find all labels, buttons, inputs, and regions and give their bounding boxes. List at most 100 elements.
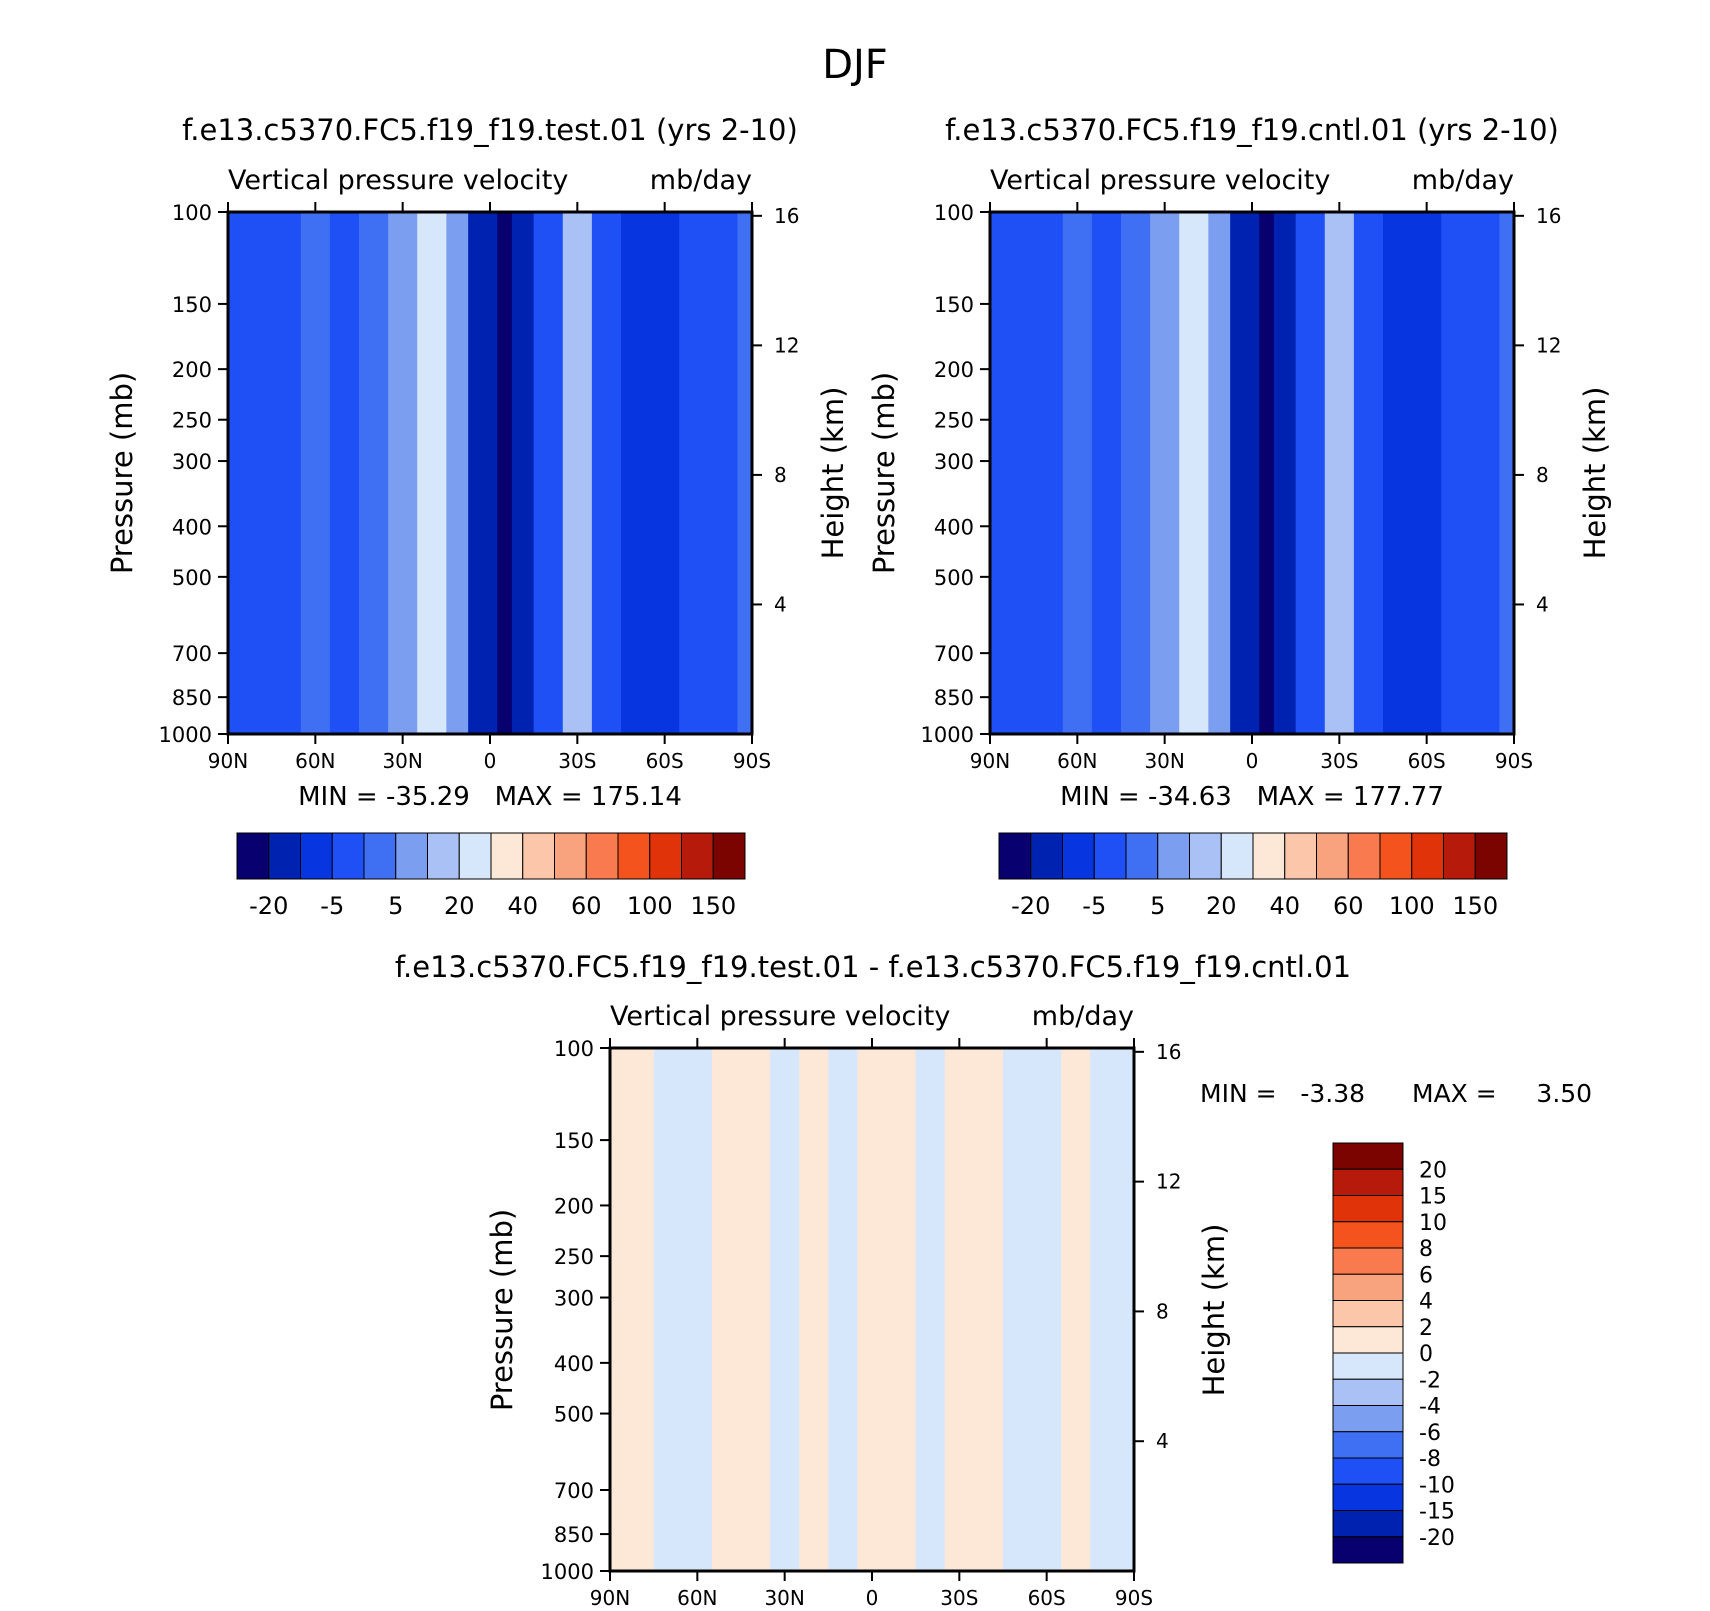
field-band [1353,212,1384,734]
pressure-tick-label: 100 [172,201,212,225]
panel-diff-stats-min: MIN = -3.38 [1200,1079,1365,1108]
field-band [242,212,273,734]
pressure-tick-label: 700 [554,1479,594,1503]
latitude-tick-label: 90N [970,749,1010,773]
latitude-tick-label: 90S [733,749,771,773]
panel-test-y2label: Height (km) [816,387,850,560]
panel-cntl-ylabel: Pressure (mb) [867,372,901,574]
colorbar-swatch [1347,832,1381,880]
height-tick-label: 4 [1536,592,1549,616]
panel-test-stats: MIN = -35.29 MAX = 175.14 [298,782,682,812]
height-tick-label: 4 [1156,1429,1169,1453]
panel-cntl-latitude-axis: 90N 60N 30N 0 30S 60S 90S [970,202,1533,773]
latitude-tick-label: 90N [590,1586,630,1610]
field-band [1499,212,1515,734]
colorbar-swatch [1332,1195,1404,1223]
colorbar-label: -20 [249,892,288,920]
field-band [886,1048,917,1571]
colorbar-label: 8 [1419,1237,1433,1262]
panel-test-title: f.e13.c5370.FC5.f19_f19.test.01 (yrs 2-1… [182,113,798,147]
panel-test: f.e13.c5370.FC5.f19_f19.test.01 (yrs 2-1… [105,113,850,920]
pressure-tick-label: 850 [554,1523,594,1547]
figure-title: DJF [822,42,888,88]
height-tick-label: 16 [1536,204,1561,228]
panel-cntl-pressure-axis: 100 150 200 250 300 400 500 700 850 1000 [921,201,990,747]
colorbar-label: -5 [320,892,344,920]
colorbar-swatch [1332,1431,1404,1459]
pressure-tick-label: 200 [934,358,974,382]
colorbar-swatch [1443,832,1476,880]
field-band [1004,212,1035,734]
panel-diff-stats-max: MAX = 3.50 [1412,1079,1592,1108]
pressure-tick-label: 150 [554,1129,594,1153]
latitude-tick-label: 30S [1320,749,1358,773]
colorbar-swatch [1316,832,1349,880]
colorbar-swatch [1332,1273,1404,1301]
colorbar-swatch [1157,832,1190,880]
colorbar-label: 60 [1333,892,1364,920]
pressure-tick-label: 700 [172,642,212,666]
colorbar-swatch [522,832,555,880]
field-band [624,1048,655,1571]
pressure-tick-label: 500 [172,566,212,590]
pressure-tick-label: 500 [934,566,974,590]
field-band [1090,1048,1121,1571]
colorbar-swatch [1125,832,1159,880]
latitude-tick-label: 60S [1028,1586,1066,1610]
colorbar-swatch [331,832,365,880]
pressure-tick-label: 250 [554,1245,594,1269]
field-band [533,212,564,734]
field-band [621,212,651,734]
latitude-tick-label: 90S [1115,1586,1153,1610]
field-band [1230,212,1246,734]
colorbar-swatch [1379,832,1413,880]
field-band [1259,212,1275,734]
colorbar-label: -2 [1419,1368,1441,1393]
field-band [990,212,1006,734]
height-tick-label: 8 [774,463,787,487]
panel-test-pressure-axis: 100 150 200 250 300 400 500 700 850 1000 [159,201,228,747]
colorbar-label: -20 [1419,1526,1455,1551]
field-band [271,212,302,734]
field-band [1150,212,1180,734]
colorbar-swatch [1332,1300,1404,1328]
colorbar-swatch [617,832,651,880]
field-band [1412,212,1442,734]
colorbar-swatch [363,832,397,880]
colorbar-swatch [554,832,587,880]
field-band [737,212,753,734]
pressure-tick-label: 850 [934,686,974,710]
pressure-tick-label: 1000 [541,1560,594,1584]
field-band [468,212,484,734]
pressure-tick-label: 300 [554,1287,594,1311]
colorbar-swatch [300,832,333,880]
field-band [650,212,680,734]
latitude-tick-label: 60S [1408,749,1446,773]
panel-diff: f.e13.c5370.FC5.f19_f19.test.01 - f.e13.… [395,950,1592,1610]
panel-test-ylabel: Pressure (mb) [105,372,139,574]
panel-cntl: f.e13.c5370.FC5.f19_f19.cntl.01 (yrs 2-1… [867,113,1612,920]
colorbar-swatch [1332,1352,1404,1380]
colorbar-swatch [1030,832,1063,880]
pressure-tick-label: 150 [934,293,974,317]
field-band [1033,212,1064,734]
field-band [1295,212,1326,734]
colorbar-label: 40 [1269,892,1300,920]
field-band [1383,212,1413,734]
height-tick-label: 8 [1156,1299,1169,1323]
panel-test-subtitle-left: Vertical pressure velocity [228,165,568,196]
latitude-tick-label: 30S [558,749,596,773]
field-band [417,212,447,734]
pressure-tick-label: 1000 [159,723,212,747]
colorbar-label: -5 [1082,892,1106,920]
field-band [944,1048,975,1571]
field-band [679,212,709,734]
colorbar-label: 6 [1419,1263,1433,1288]
height-tick-label: 8 [1536,463,1549,487]
panel-test-latitude-axis: 90N 60N 30N 0 30S 60S 90S [208,202,771,773]
field-band [682,1048,713,1571]
field-band [1061,1048,1091,1571]
colorbar-label: -15 [1419,1500,1455,1525]
pressure-tick-label: 150 [172,293,212,317]
field-band [915,1048,946,1571]
